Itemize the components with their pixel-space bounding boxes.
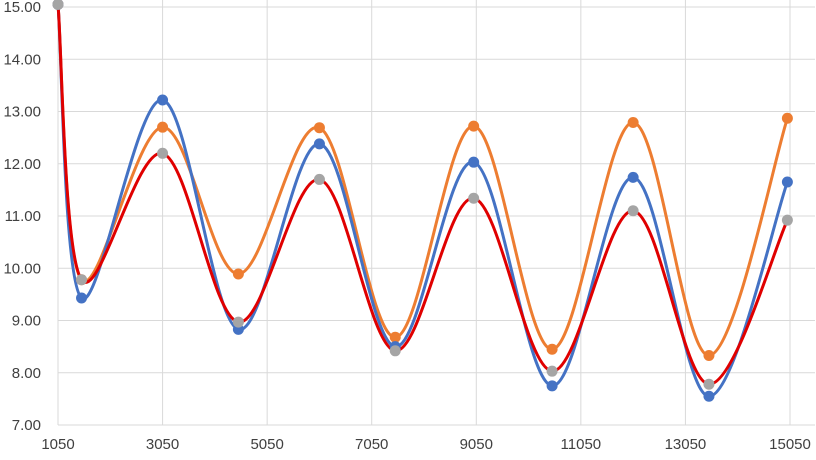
data-point-series-2 [703, 350, 715, 362]
data-point-series-3 [232, 316, 244, 328]
y-tick-label: 7.00 [12, 417, 41, 434]
data-point-series-3 [781, 214, 793, 226]
x-tick-label: 15050 [769, 436, 811, 453]
gridlines [57, 0, 815, 426]
y-axis-tick-labels: 7.00 8.00 9.00 10.00 11.00 12.00 13.00 14.00 15.… [3, 0, 41, 434]
data-point-series-3 [76, 274, 88, 286]
x-tick-label: 9050 [460, 436, 493, 453]
x-tick-label: 3050 [146, 436, 179, 453]
data-point-series-2 [546, 343, 558, 355]
data-point-series-3 [157, 147, 169, 159]
data-point-series-2 [627, 116, 639, 128]
data-point-series-1 [157, 94, 169, 106]
y-tick-label: 15.00 [3, 0, 41, 16]
data-point-series-2 [232, 268, 244, 280]
y-tick-label: 8.00 [12, 365, 41, 382]
data-point-series-3 [52, 0, 64, 10]
data-point-series-3 [313, 173, 325, 185]
series-lines [56, 2, 789, 398]
x-tick-label: 5050 [250, 436, 283, 453]
series-markers [52, 0, 793, 402]
y-tick-label: 13.00 [3, 104, 41, 121]
data-point-series-2 [313, 122, 325, 134]
data-point-series-1 [468, 156, 480, 168]
x-tick-label: 1050 [41, 436, 74, 453]
y-tick-label: 14.00 [3, 51, 41, 68]
y-tick-label: 9.00 [12, 313, 41, 330]
series-line-1 [56, 2, 789, 398]
data-point-series-1 [627, 171, 639, 183]
x-tick-label: 13050 [665, 436, 707, 453]
y-tick-label: 11.00 [5, 208, 41, 225]
data-point-series-3 [703, 378, 715, 390]
data-point-series-2 [468, 120, 480, 132]
x-tick-label: 7050 [355, 436, 388, 453]
data-point-series-1 [76, 292, 88, 304]
data-point-series-3 [468, 192, 480, 204]
data-point-series-3 [627, 205, 639, 217]
data-point-series-2 [157, 121, 169, 133]
data-point-series-1 [781, 176, 793, 188]
data-point-series-2 [389, 331, 401, 343]
y-tick-label: 12.00 [3, 156, 41, 173]
data-point-series-1 [546, 380, 558, 392]
y-tick-label: 10.00 [3, 260, 41, 277]
data-point-series-1 [703, 390, 715, 402]
x-tick-label: 11050 [561, 436, 602, 453]
data-point-series-2 [781, 112, 793, 124]
x-axis-tick-labels: 1050 3050 5050 7050 9050 11050 13050 15050 [41, 436, 811, 453]
data-point-series-1 [313, 138, 325, 150]
data-point-series-3 [389, 345, 401, 357]
data-point-series-3 [546, 365, 558, 377]
series-line-2 [56, 2, 789, 358]
series-line-3 [56, 2, 789, 386]
